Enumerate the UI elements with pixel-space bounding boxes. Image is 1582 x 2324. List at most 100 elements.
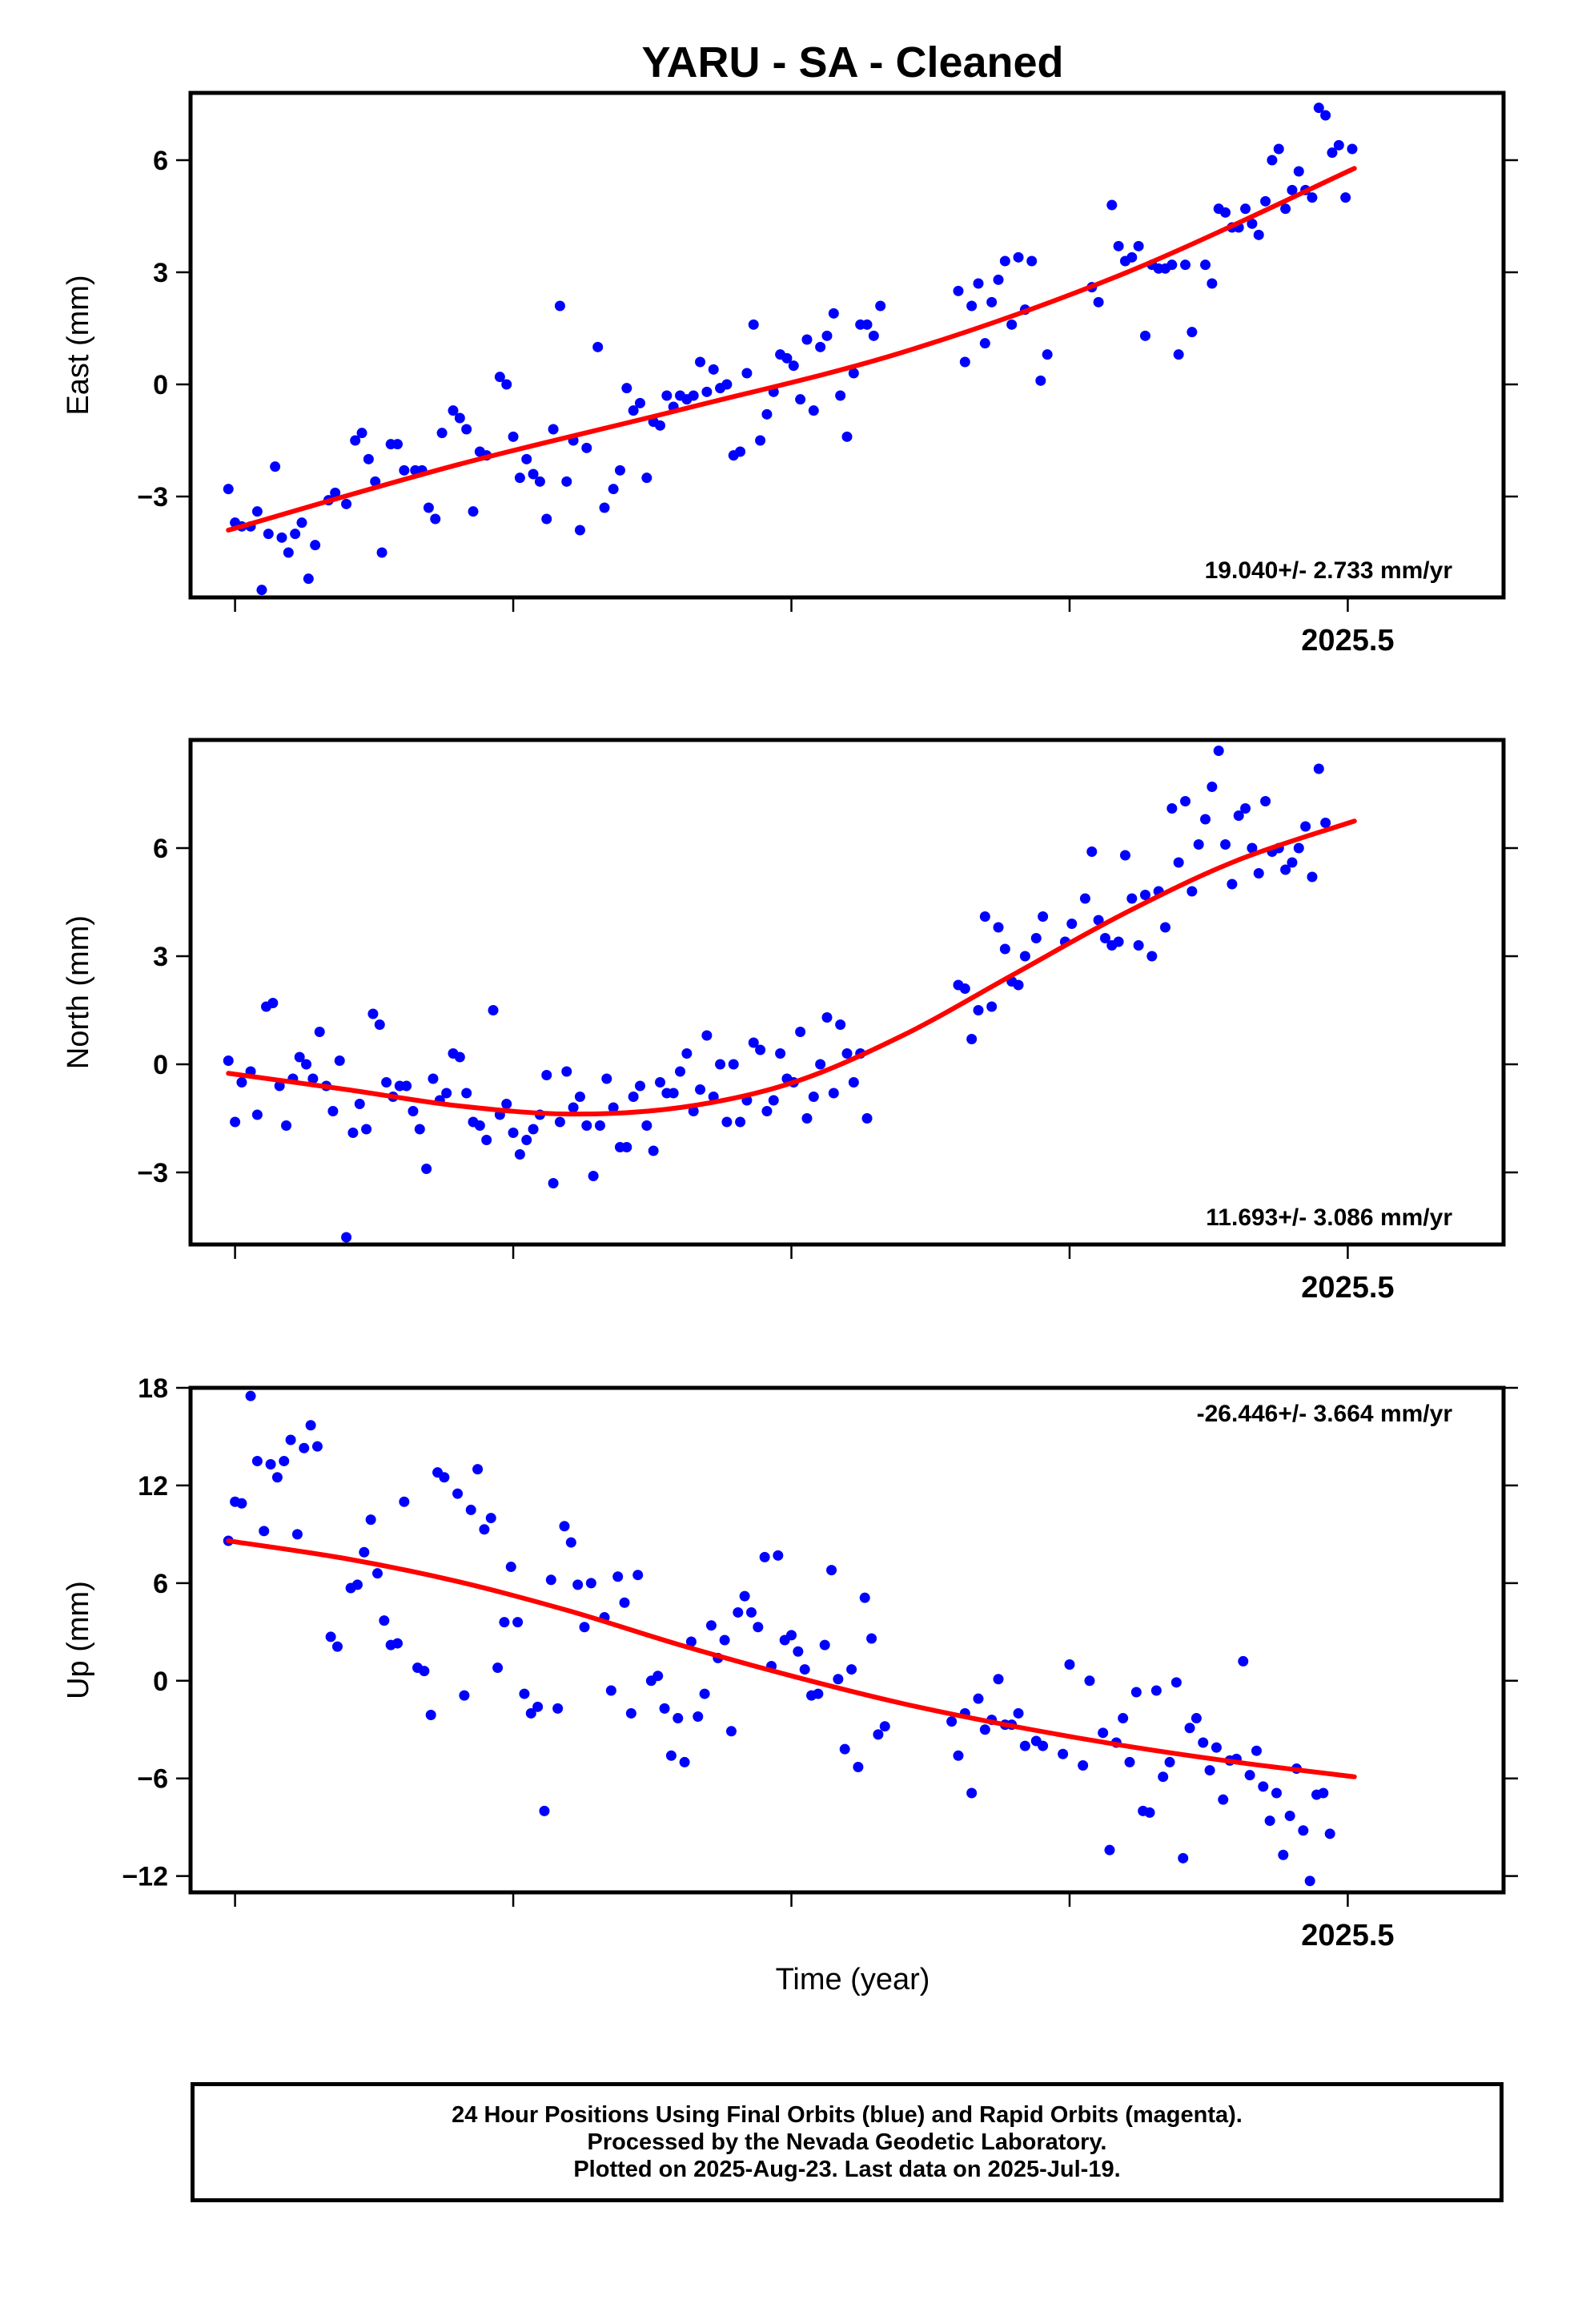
- east-data-point: [363, 453, 374, 464]
- north-data-point: [314, 1027, 325, 1037]
- north-data-point: [508, 1128, 519, 1138]
- north-data-point: [1133, 940, 1144, 951]
- up-data-point: [565, 1537, 576, 1548]
- north-data-point: [1280, 864, 1291, 875]
- up-data-point: [753, 1622, 764, 1633]
- north-data-point: [634, 1080, 645, 1092]
- east-data-point: [508, 431, 519, 442]
- east-data-point: [788, 360, 799, 372]
- up-data-point: [1251, 1745, 1262, 1756]
- east-data-point: [1113, 240, 1124, 251]
- north-data-point: [1240, 803, 1251, 814]
- up-data-point: [1184, 1723, 1195, 1734]
- north-data-point: [1227, 879, 1238, 890]
- east-data-point: [1186, 327, 1198, 338]
- up-data-point: [659, 1703, 670, 1714]
- up-data-point: [371, 1568, 383, 1579]
- east-data-point: [296, 517, 307, 529]
- north-data-point: [414, 1124, 425, 1135]
- up-data-point: [973, 1693, 984, 1704]
- up-ytick-label: 12: [138, 1471, 168, 1502]
- east-ytick-label: −3: [137, 482, 168, 513]
- east-data-point: [350, 435, 361, 446]
- up-data-point: [359, 1546, 370, 1558]
- east-data-point: [1006, 319, 1018, 330]
- east-data-point: [695, 356, 706, 368]
- east-data-point: [641, 472, 652, 484]
- east-fit-line: [226, 166, 1357, 533]
- east-data-point: [1093, 296, 1104, 308]
- up-fit-line: [226, 1538, 1357, 1779]
- east-data-point: [256, 585, 267, 596]
- east-data-point: [1133, 240, 1144, 251]
- east-data-point: [701, 386, 713, 397]
- up-data-point: [612, 1571, 624, 1582]
- north-data-point: [381, 1077, 392, 1088]
- up-data-point: [279, 1455, 290, 1466]
- north-data-point: [1200, 814, 1211, 825]
- north-data-point: [1086, 846, 1098, 857]
- up-data-point: [1278, 1849, 1289, 1860]
- up-data-point: [539, 1805, 550, 1816]
- up-data-point: [946, 1716, 958, 1727]
- north-data-point: [1079, 893, 1090, 904]
- up-data-point: [1304, 1876, 1315, 1887]
- east-data-point: [1013, 251, 1024, 263]
- up-velocity-label: -26.446+/- 3.664 mm/yr: [1197, 1401, 1453, 1427]
- east-data-point: [423, 502, 434, 513]
- north-data-point: [675, 1066, 686, 1077]
- up-data-point: [685, 1636, 697, 1647]
- east-data-point: [841, 431, 853, 442]
- up-ytick-label: 6: [153, 1569, 168, 1599]
- caption-line-processed: Processed by the Nevada Geodetic Laborat…: [587, 2129, 1107, 2155]
- up-data-point: [705, 1620, 717, 1631]
- up-data-point: [725, 1726, 737, 1737]
- up-data-point: [993, 1674, 1004, 1685]
- north-data-point: [1126, 893, 1138, 904]
- up-data-point: [265, 1459, 276, 1470]
- up-data-point: [1064, 1659, 1075, 1670]
- north-data-point: [408, 1106, 419, 1116]
- north-data-point: [301, 1059, 312, 1070]
- east-data-point: [554, 300, 565, 312]
- up-data-point: [452, 1488, 464, 1499]
- east-data-point: [561, 476, 572, 487]
- east-data-point: [1026, 255, 1038, 267]
- up-data-point: [1124, 1756, 1135, 1767]
- up-data-point: [459, 1690, 470, 1701]
- up-data-point: [953, 1750, 964, 1761]
- north-data-point: [728, 1059, 739, 1070]
- up-data-point: [325, 1631, 336, 1642]
- north-data-point: [401, 1080, 412, 1092]
- east-data-point: [808, 405, 819, 416]
- north-data-point: [574, 1092, 585, 1102]
- north-data-point: [294, 1051, 305, 1063]
- up-data-point: [619, 1597, 630, 1608]
- up-data-point: [399, 1496, 410, 1507]
- north-data-point: [648, 1145, 659, 1156]
- east-data-point: [1267, 155, 1278, 166]
- east-data-point: [1173, 349, 1184, 360]
- up-data-point: [733, 1606, 744, 1618]
- up-data-point: [425, 1709, 436, 1720]
- up-data-point: [839, 1743, 850, 1755]
- north-data-point: [1113, 936, 1124, 947]
- north-data-point: [979, 911, 990, 922]
- north-data-point: [1019, 951, 1030, 962]
- north-data-point: [514, 1149, 525, 1160]
- east-data-point: [1293, 166, 1304, 177]
- east-data-point: [634, 397, 645, 408]
- up-y-axis-label: Up (mm): [62, 1581, 95, 1699]
- east-data-point: [270, 461, 281, 472]
- east-data-point: [1220, 207, 1231, 218]
- north-data-point: [601, 1073, 612, 1084]
- east-data-point: [223, 484, 234, 495]
- up-data-point: [979, 1724, 990, 1735]
- east-data-point: [1240, 203, 1251, 215]
- east-data-point: [341, 498, 352, 509]
- up-data-point: [1211, 1742, 1222, 1753]
- up-data-point: [1238, 1655, 1249, 1667]
- north-data-point: [588, 1171, 599, 1181]
- up-data-point: [245, 1390, 256, 1401]
- up-data-point: [846, 1664, 857, 1675]
